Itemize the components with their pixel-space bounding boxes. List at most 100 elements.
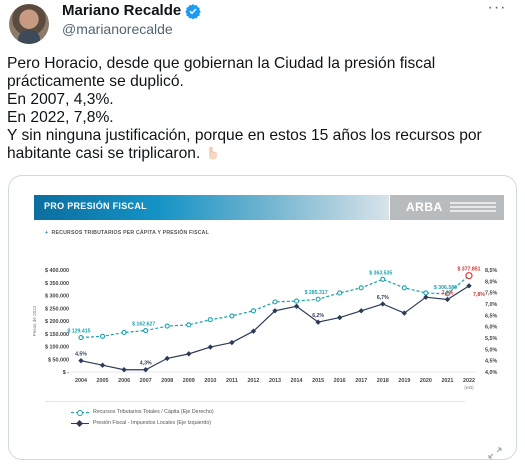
series-resources-label: $ 377.851 bbox=[457, 267, 480, 273]
chart-banner: PRO PRESIÓN FISCAL ARBA bbox=[34, 195, 504, 220]
series-pressure-point bbox=[229, 339, 235, 346]
series-resources-point bbox=[229, 313, 235, 319]
x-axis-tick: 2007 bbox=[140, 378, 152, 384]
series-pressure-point bbox=[121, 367, 127, 373]
tweet-line: prácticamente se duplicó. bbox=[7, 73, 184, 90]
expand-media-icon[interactable] bbox=[488, 447, 502, 459]
user-name-row[interactable]: Mariano Recalde bbox=[62, 1, 201, 20]
series-resources-point bbox=[100, 333, 106, 339]
x-axis-tick: 2004 bbox=[75, 378, 87, 384]
pointing-down-emoji bbox=[208, 147, 217, 160]
series-pressure-point bbox=[78, 357, 84, 364]
series-resources-label: $ 162.627 bbox=[132, 322, 155, 328]
legend-divider bbox=[45, 401, 465, 402]
left-axis-tick: $ 350.000 bbox=[45, 281, 69, 287]
tweet-line: En 2022, 7,8%. bbox=[7, 109, 114, 126]
series-resources-point bbox=[121, 329, 127, 336]
series-resources-point bbox=[164, 323, 170, 329]
legend-item: Recursos Tributarios Totales / Cápita (E… bbox=[71, 407, 214, 418]
series-pressure-point bbox=[401, 310, 408, 316]
x-axis-tick: 2010 bbox=[204, 378, 216, 384]
series-pressure-label: 7,8% bbox=[473, 292, 485, 298]
series-pressure-point bbox=[142, 367, 149, 373]
tweet-line: En 2007, 4,3%. bbox=[7, 91, 114, 108]
series-pressure-point bbox=[466, 283, 472, 289]
legend-swatch-pressure bbox=[71, 421, 89, 427]
banner-left: PRO PRESIÓN FISCAL bbox=[34, 195, 389, 220]
series-resources-point bbox=[358, 285, 364, 291]
series-resources-point bbox=[143, 327, 149, 334]
right-axis-tick: 6,5% bbox=[485, 313, 497, 319]
series-pressure-point bbox=[380, 301, 386, 307]
series-resources-label: $ 363.535 bbox=[369, 270, 392, 276]
arba-logo-tagline bbox=[450, 202, 496, 204]
right-axis-tick: 8,0% bbox=[485, 279, 497, 285]
series-resources-point bbox=[337, 290, 343, 296]
avatar[interactable] bbox=[9, 4, 49, 44]
series-pressure-point bbox=[250, 328, 257, 334]
x-axis-tick: 2016 bbox=[334, 378, 346, 384]
tweet-line: habitante casi se triplicaron. bbox=[7, 145, 201, 162]
chart-legend: Recursos Tributarios Totales / Cápita (E… bbox=[71, 407, 214, 429]
right-axis-tick: 7,0% bbox=[485, 302, 497, 308]
tweet-text: Pero Horacio, desde que gobiernan la Ciu… bbox=[7, 55, 512, 163]
tweet-line: Y sin ninguna justificación, porque en e… bbox=[7, 127, 482, 144]
right-axis-tick: 6,0% bbox=[485, 325, 497, 331]
x-axis-tick: 2015 bbox=[312, 378, 324, 384]
series-resources-point bbox=[294, 298, 300, 304]
x-axis-tick: 2013 bbox=[269, 378, 281, 384]
x-axis-tick: 2019 bbox=[398, 378, 410, 384]
series-resources-label: $ 285.317 bbox=[305, 290, 328, 296]
x-axis-tick: 2009 bbox=[183, 378, 195, 384]
chart: $ - $ 50.000 $ 100.000 $ 150.000 $ 200.000 $ … bbox=[32, 267, 497, 390]
series-pressure-point bbox=[99, 362, 106, 368]
banner-title: PRO PRESIÓN FISCAL bbox=[44, 201, 147, 211]
user-name[interactable]: Mariano Recalde bbox=[62, 2, 182, 19]
series-resources-line bbox=[80, 275, 470, 339]
x-axis-tick: 2006 bbox=[118, 378, 130, 384]
x-axis-tick: 2014 bbox=[291, 378, 303, 384]
banner-brand: ARBA bbox=[390, 195, 504, 220]
left-axis-tick: $ 150.000 bbox=[45, 332, 69, 338]
series-resources-point bbox=[465, 272, 473, 280]
series-resources-point bbox=[272, 299, 278, 305]
series-resources-label: $ 306.580 bbox=[434, 285, 457, 291]
right-axis-tick: 8,5% bbox=[485, 268, 497, 274]
series-pressure-point bbox=[336, 314, 343, 321]
tweet-line: Pero Horacio, desde que gobiernan la Ciu… bbox=[7, 55, 436, 72]
more-options-icon[interactable]: ··· bbox=[487, 0, 507, 16]
verified-badge-icon bbox=[185, 3, 201, 19]
legend-label: Presión Fiscal - Impuestos Locales (Eje … bbox=[93, 420, 212, 426]
legend-swatch-resources bbox=[71, 409, 89, 416]
series-pressure-label: 4,3% bbox=[140, 361, 152, 367]
arba-logo: ARBA bbox=[406, 200, 443, 214]
left-axis-tick: $ 100.000 bbox=[45, 345, 69, 351]
user-handle[interactable]: @marianorecalde bbox=[62, 21, 173, 37]
left-axis-tick: $ 400.000 bbox=[45, 268, 69, 274]
series-pressure-label: 6,7% bbox=[377, 295, 389, 301]
series-resources-point bbox=[78, 335, 84, 341]
series-pressure-point bbox=[164, 355, 170, 362]
series-pressure-point bbox=[207, 344, 214, 350]
chart-subtitle-bullet: + bbox=[45, 230, 49, 236]
legend-label: Recursos Tributarios Totales / Cápita (E… bbox=[93, 409, 214, 415]
right-axis-tick: 5,5% bbox=[485, 336, 497, 342]
series-pressure-point bbox=[358, 308, 364, 314]
x-axis-tick: 2020 bbox=[420, 378, 432, 384]
x-axis-tick-note: (est) bbox=[464, 385, 474, 390]
series-pressure-point bbox=[444, 296, 451, 303]
media-card[interactable]: PRO PRESIÓN FISCAL ARBA + RECURSOS TRIBU… bbox=[8, 175, 517, 460]
x-axis-tick: 2012 bbox=[247, 378, 259, 384]
series-resources-point bbox=[315, 296, 321, 302]
series-pressure-line bbox=[80, 285, 470, 371]
series-pressure-label: 4,5% bbox=[75, 352, 87, 358]
x-axis-tick: 2008 bbox=[161, 378, 173, 384]
x-axis-tick: 2011 bbox=[226, 378, 238, 384]
series-resources-point bbox=[444, 291, 450, 297]
series-resources-point bbox=[186, 322, 192, 328]
left-axis-title: Pesos de 2022 bbox=[32, 305, 37, 336]
right-axis-tick: 4,0% bbox=[485, 370, 497, 376]
series-pressure-point bbox=[186, 351, 192, 357]
series-pressure-label: 6,2% bbox=[312, 313, 324, 319]
legend-item: Presión Fiscal - Impuestos Locales (Eje … bbox=[71, 418, 214, 429]
